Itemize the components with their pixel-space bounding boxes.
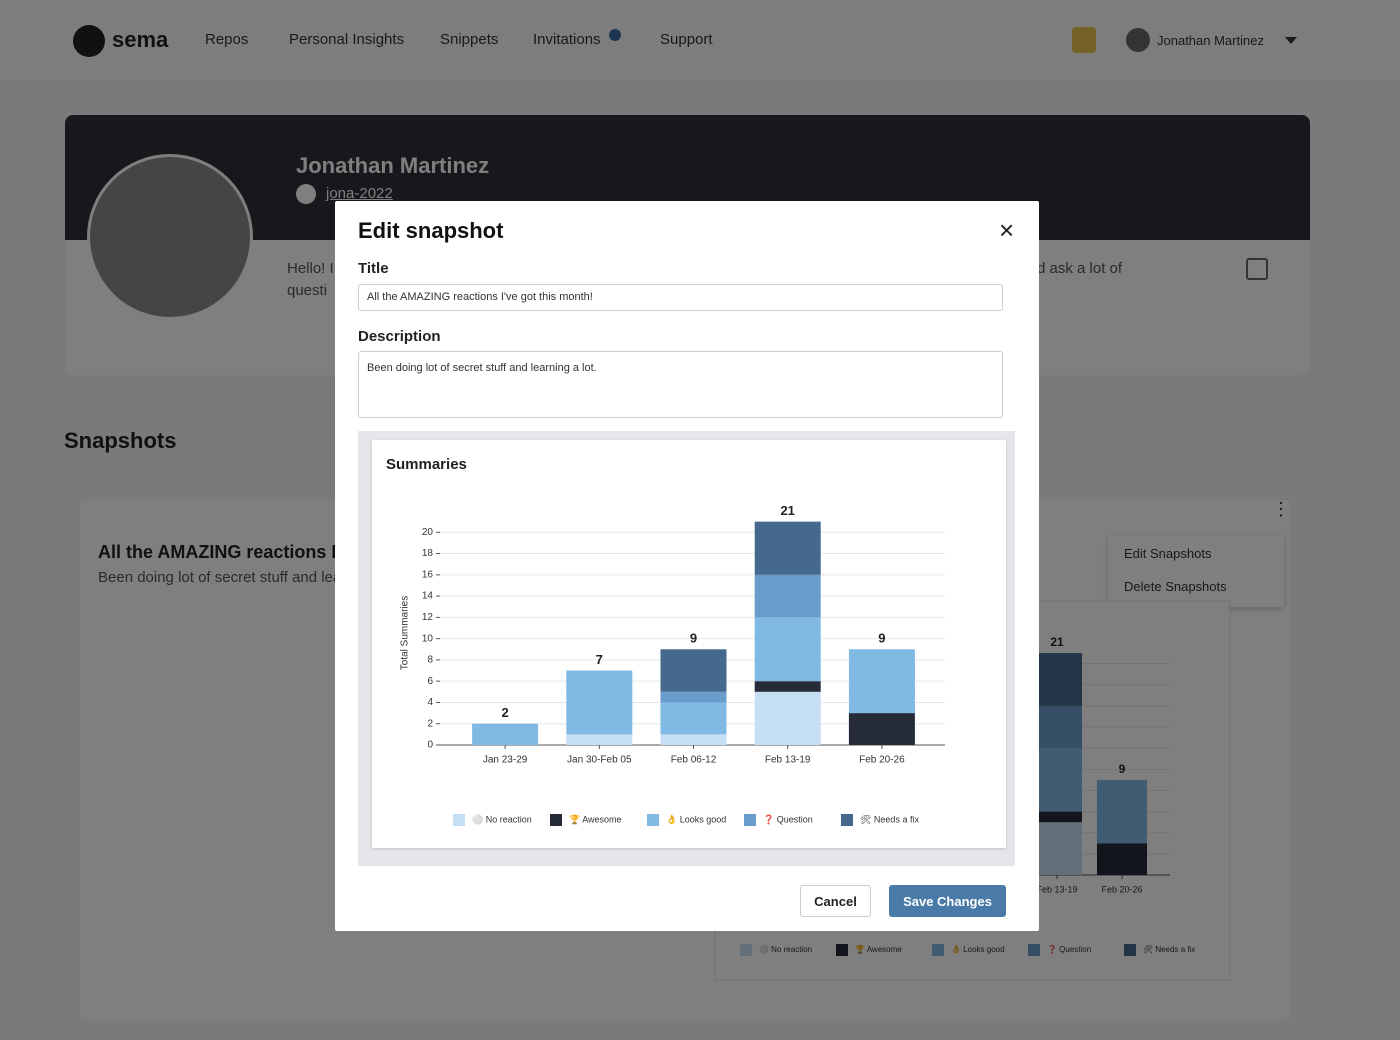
x-tick-label: Jan 23-29 [483, 755, 528, 766]
bar-segment [472, 723, 539, 745]
cancel-button[interactable]: Cancel [800, 885, 871, 917]
y-tick-label: 16 [422, 569, 434, 580]
total-label: 9 [690, 631, 697, 646]
total-label: 7 [596, 652, 603, 667]
bar-segment [754, 617, 821, 682]
bar-segment [566, 670, 633, 735]
y-tick-label: 6 [427, 676, 433, 687]
bar-segment [754, 691, 821, 745]
y-tick-label: 12 [422, 612, 434, 623]
legend-label: 🛠 Needs a fix [860, 814, 919, 824]
bar-segment [754, 681, 821, 692]
x-tick-label: Jan 30-Feb 05 [567, 755, 632, 766]
bar-segment [754, 521, 821, 575]
save-button[interactable]: Save Changes [889, 885, 1006, 917]
y-tick-label: 8 [427, 655, 433, 666]
bar-segment [660, 734, 727, 745]
bar-segment [660, 649, 727, 692]
bar-segment [848, 649, 915, 714]
total-label: 21 [780, 503, 794, 518]
chart: Summaries Total Summaries 0 2 4 6 8 10 12 14 16 1… [372, 440, 1006, 848]
bar-segment [660, 691, 727, 703]
legend-label: ⚪ No reaction [472, 813, 532, 824]
y-tick-label: 14 [422, 591, 434, 602]
y-tick-label: 4 [427, 697, 433, 708]
legend-swatch [841, 814, 853, 826]
description-textarea[interactable]: Been doing lot of secret stuff and learn… [358, 351, 1003, 418]
y-tick-label: 18 [422, 548, 434, 559]
edit-modal: Edit snapshot × Title All the AMAZING re… [335, 201, 1039, 931]
modal-title: Edit snapshot [358, 218, 504, 243]
y-tick-label: 10 [422, 633, 434, 644]
close-button[interactable]: × [999, 215, 1015, 245]
y-tick-label: 0 [427, 740, 433, 751]
y-axis-label: Total Summaries [400, 596, 411, 670]
chart-title: Summaries [386, 456, 467, 473]
bar-segment [660, 702, 727, 735]
legend-label: ❓ Question [763, 813, 813, 824]
legend-swatch [453, 814, 465, 826]
bar-segment [754, 574, 821, 618]
title-input[interactable]: All the AMAZING reactions I've got this … [358, 284, 1003, 311]
field-label: Description [358, 328, 441, 345]
x-tick-label: Feb 13-19 [765, 755, 811, 766]
y-tick-label: 2 [427, 718, 433, 729]
legend-label: 🏆 Awesome [569, 813, 622, 824]
y-tick-label: 20 [422, 527, 434, 538]
legend-label: 👌 Looks good [666, 814, 726, 824]
x-tick-label: Feb 20-26 [859, 755, 905, 766]
bar-segment [848, 713, 915, 745]
legend-swatch [550, 814, 562, 826]
bar-segment [566, 734, 633, 745]
total-label: 2 [501, 705, 508, 720]
total-label: 9 [878, 631, 885, 646]
x-tick-label: Feb 06-12 [671, 755, 717, 766]
legend-swatch [744, 814, 756, 826]
legend-swatch [647, 814, 659, 826]
field-label: Title [358, 260, 389, 277]
